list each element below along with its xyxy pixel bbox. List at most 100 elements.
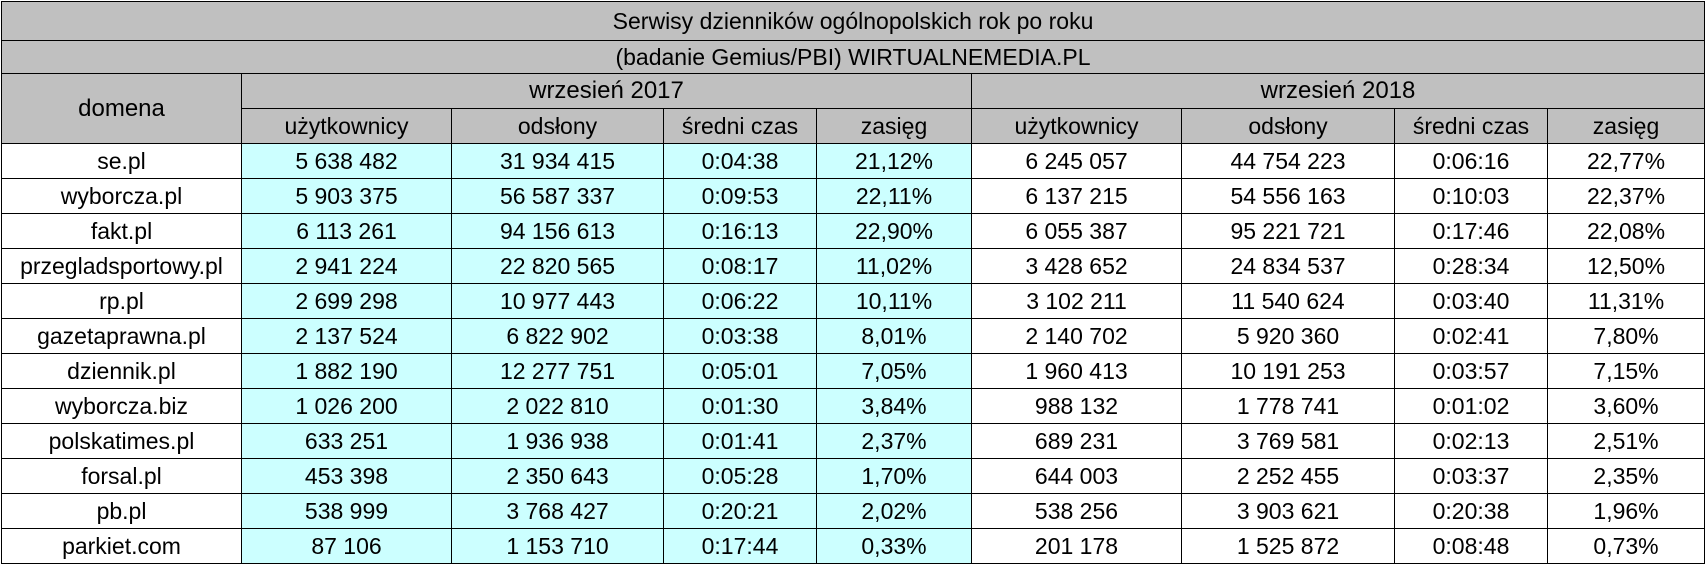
avg-time-2017-cell: 0:04:38 [663,143,817,179]
col-header-users-2018: użytkownicy [971,108,1182,144]
reach-2017-cell: 3,84% [816,388,972,424]
views-2017-cell: 12 277 751 [451,353,664,389]
views-2017-cell: 22 820 565 [451,248,664,284]
table-title: Serwisy dzienników ogólnopolskich rok po… [0,1,1705,41]
domain-cell: wyborcza.pl [1,178,242,214]
views-2017-cell: 10 977 443 [451,283,664,319]
avg-time-2017-cell: 0:16:13 [663,213,817,249]
avg-time-2017-cell: 0:09:53 [663,178,817,214]
avg-time-2017-cell: 0:01:41 [663,423,817,459]
views-2017-cell: 6 822 902 [451,318,664,354]
views-2018-cell: 11 540 624 [1181,283,1395,319]
views-2017-cell: 2 022 810 [451,388,664,424]
avg-time-2018-cell: 0:20:38 [1394,493,1548,529]
users-2017-cell: 6 113 261 [241,213,452,249]
users-2017-cell: 2 137 524 [241,318,452,354]
users-2018-cell: 6 137 215 [971,178,1182,214]
domain-cell: przegladsportowy.pl [1,248,242,284]
views-2018-cell: 3 903 621 [1181,493,1395,529]
domain-cell: wyborcza.biz [1,388,242,424]
users-2018-cell: 6 245 057 [971,143,1182,179]
avg-time-2017-cell: 0:20:21 [663,493,817,529]
reach-2017-cell: 2,37% [816,423,972,459]
users-2017-cell: 1 026 200 [241,388,452,424]
reach-2018-cell: 11,31% [1546,283,1705,319]
reach-2017-cell: 0,33% [816,528,972,564]
users-2017-cell: 633 251 [241,423,452,459]
reach-2018-cell: 7,15% [1546,353,1705,389]
reach-2018-cell: 2,51% [1546,423,1705,459]
domain-cell: rp.pl [1,283,242,319]
domain-cell: forsal.pl [1,458,242,494]
users-2017-cell: 5 638 482 [241,143,452,179]
reach-2018-cell: 22,08% [1546,213,1705,249]
views-2018-cell: 54 556 163 [1181,178,1395,214]
avg-time-2018-cell: 0:02:13 [1394,423,1548,459]
views-2018-cell: 10 191 253 [1181,353,1395,389]
domain-column-header: domena [1,73,242,144]
col-header-reach-2017: zasięg [816,108,972,144]
avg-time-2017-cell: 0:01:30 [663,388,817,424]
table-row: przegladsportowy.pl 2 941 224 22 820 565 0:… [1,248,1705,284]
views-2018-cell: 44 754 223 [1181,143,1395,179]
table-row: fakt.pl 6 113 261 94 156 613 0:16:13 22,90% 6… [1,213,1705,249]
domain-cell: polskatimes.pl [1,423,242,459]
avg-time-2017-cell: 0:08:17 [663,248,817,284]
users-2018-cell: 1 960 413 [971,353,1182,389]
col-header-avg-time-2018: średni czas [1394,108,1548,144]
table-row: forsal.pl 453 398 2 350 643 0:05:28 1,70% 644… [1,458,1705,494]
reach-2018-cell: 0,73% [1546,528,1705,564]
avg-time-2017-cell: 0:05:28 [663,458,817,494]
domain-cell: pb.pl [1,493,242,529]
table-body: se.pl 5 638 482 31 934 415 0:04:38 21,12% 6 2… [1,143,1705,564]
table-row: pb.pl 538 999 3 768 427 0:20:21 2,02% 538 256… [1,493,1705,529]
users-2018-cell: 201 178 [971,528,1182,564]
avg-time-2018-cell: 0:03:40 [1394,283,1548,319]
views-2018-cell: 24 834 537 [1181,248,1395,284]
col-header-reach-2018: zasięg [1546,108,1705,144]
views-2017-cell: 1 153 710 [451,528,664,564]
users-2018-cell: 2 140 702 [971,318,1182,354]
table-row: parkiet.com 87 106 1 153 710 0:17:44 0,33% 20… [1,528,1705,564]
avg-time-2018-cell: 0:03:37 [1394,458,1548,494]
avg-time-2017-cell: 0:17:44 [663,528,817,564]
users-2017-cell: 2 941 224 [241,248,452,284]
users-2017-cell: 453 398 [241,458,452,494]
table-row: dziennik.pl 1 882 190 12 277 751 0:05:01 7,0… [1,353,1705,389]
col-header-views-2018: odsłony [1181,108,1395,144]
col-header-views-2017: odsłony [451,108,664,144]
reach-2018-cell: 3,60% [1546,388,1705,424]
reach-2018-cell: 22,37% [1546,178,1705,214]
domain-cell: se.pl [1,143,242,179]
domain-cell: gazetaprawna.pl [1,318,242,354]
avg-time-2018-cell: 0:02:41 [1394,318,1548,354]
reach-2017-cell: 2,02% [816,493,972,529]
users-2018-cell: 644 003 [971,458,1182,494]
reach-2017-cell: 22,11% [816,178,972,214]
views-2018-cell: 3 769 581 [1181,423,1395,459]
avg-time-2017-cell: 0:06:22 [663,283,817,319]
table-row: wyborcza.pl 5 903 375 56 587 337 0:09:53 22,… [1,178,1705,214]
reach-2017-cell: 11,02% [816,248,972,284]
views-2018-cell: 1 525 872 [1181,528,1395,564]
table-row: gazetaprawna.pl 2 137 524 6 822 902 0:03:38… [1,318,1705,354]
reach-2017-cell: 22,90% [816,213,972,249]
period-header-2018: wrzesień 2018 [970,73,1705,109]
avg-time-2018-cell: 0:06:16 [1394,143,1548,179]
views-2017-cell: 31 934 415 [451,143,664,179]
table-subtitle: (badanie Gemius/PBI) WIRTUALNEMEDIA.PL [0,40,1705,74]
views-2018-cell: 95 221 721 [1181,213,1395,249]
reach-2017-cell: 10,11% [816,283,972,319]
views-2018-cell: 1 778 741 [1181,388,1395,424]
views-2017-cell: 3 768 427 [451,493,664,529]
reach-2018-cell: 2,35% [1546,458,1705,494]
col-header-users-2017: użytkownicy [241,108,452,144]
domain-cell: parkiet.com [1,528,242,564]
views-2017-cell: 56 587 337 [451,178,664,214]
users-2018-cell: 6 055 387 [971,213,1182,249]
users-2017-cell: 5 903 375 [241,178,452,214]
domain-cell: dziennik.pl [1,353,242,389]
avg-time-2017-cell: 0:03:38 [663,318,817,354]
avg-time-2018-cell: 0:17:46 [1394,213,1548,249]
